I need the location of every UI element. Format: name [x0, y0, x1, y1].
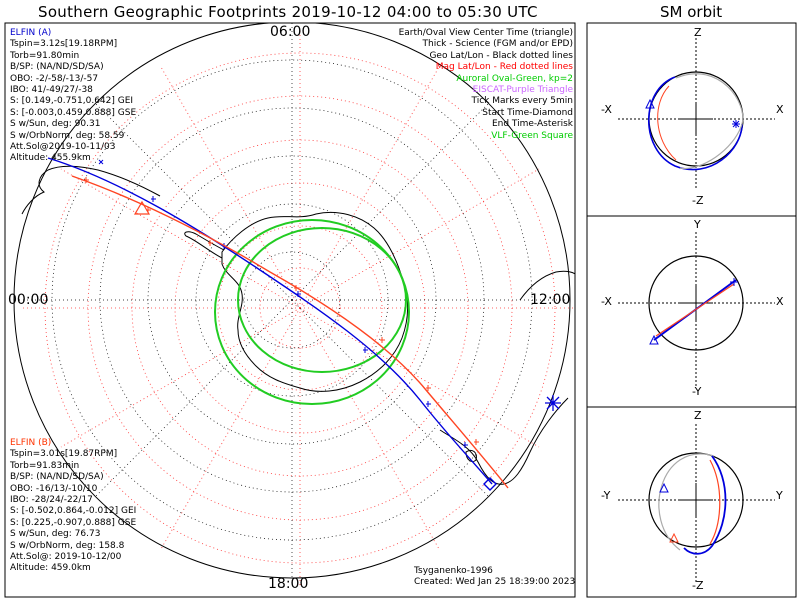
- legend-entry: Auroral Oval-Green, kp=2: [456, 73, 573, 84]
- clock-label-bottom: 18:00: [268, 576, 309, 592]
- created-label: Created: Wed Jan 25 18:39:00 2023: [414, 577, 576, 588]
- africa-coastline: [519, 270, 575, 301]
- orbit-panel-xz: [618, 38, 775, 190]
- auroral-oval-outer: [214, 219, 410, 405]
- elfin-a-info-line: S w/OrbNorm, deg: 58.59: [10, 130, 125, 141]
- legend-entry: Earth/Oval View Center Time (triangle): [398, 28, 573, 38]
- elfin-a-track: [47, 157, 493, 485]
- map-legend: Earth/Oval View Center Time (triangle) Th…: [399, 28, 573, 142]
- orbit-panel-yz-frame: [586, 406, 797, 598]
- clock-label-right: 12:00: [530, 292, 571, 308]
- elfin-b-tick-marks: [84, 177, 479, 445]
- elfin-b-info-line: Torb=91.83min: [10, 460, 80, 471]
- orbit-xz-right-label: X: [776, 103, 784, 116]
- orbit-panel-xy: [618, 232, 775, 386]
- model-label: Tsyganenko-1996: [414, 566, 493, 576]
- orbit-xz-top-label: Z: [694, 26, 702, 39]
- elfin-a-info-line: S: [-0.003,0.459,0.888] GSE: [10, 107, 137, 118]
- elfin-a-info-line: S w/Sun, deg: 90.31: [10, 119, 101, 130]
- orbit-panel-yz: [618, 424, 775, 582]
- australia-coastline: [439, 397, 569, 485]
- elfin-b-info: ELFIN (B) Tspin=3.01s[19.87RPM] Torb=91.8…: [10, 438, 136, 575]
- south-america-coastline: [21, 165, 161, 215]
- elfin-b-info-line: S w/Sun, deg: 76.73: [10, 529, 101, 540]
- orbit-xy-top-label: Y: [694, 218, 701, 231]
- elfin-b-info-line: B/SP: (NA/ND/SD/SA): [10, 472, 104, 483]
- auroral-oval-inner: [237, 227, 407, 373]
- legend-entry: Start Time-Diamond: [482, 107, 573, 118]
- orbit-xz-left-label: -X: [601, 103, 612, 116]
- elfin-a-info-line: Att.Sol@2019-10-11/03: [10, 142, 116, 153]
- elfin-a-info-line: OBO: -2/-58/-13/-57: [10, 73, 99, 84]
- orbit-yz-top-label: Z: [694, 409, 702, 422]
- elfin-b-name: ELFIN (B): [10, 438, 52, 448]
- elfin-b-start-marker: [146, 207, 151, 213]
- elfin-b-info-line: S: [-0.502,0.864,-0.012] GEI: [10, 506, 137, 517]
- map-frame: [4, 22, 576, 598]
- orbit-yz-left-label: -Y: [601, 489, 611, 502]
- elfin-b-info-line: S w/OrbNorm, deg: 158.8: [10, 540, 125, 551]
- legend-entry: End Time-Asterisk: [491, 119, 573, 130]
- orbit-yz-bottom-label: -Z: [692, 579, 704, 592]
- elfin-a-info-line: Tspin=3.12s[19.18RPM]: [10, 39, 118, 50]
- elfin-b-info-line: OBO: -16/13/-10/10: [10, 483, 98, 494]
- elfin-a-info-line: Torb=91.80min: [10, 50, 80, 61]
- elfin-b-info-line: IBO: -28/24/-22/17: [10, 495, 93, 506]
- legend-entry: Tick Marks every 5min: [471, 96, 573, 107]
- elfin-b-info-line: Att.Sol@: 2019-10-12/00: [10, 552, 122, 563]
- orbit-xz-bottom-label: -Z: [692, 194, 704, 207]
- main-title: Southern Geographic Footprints 2019-10-1…: [38, 3, 538, 21]
- elfin-a-info-line: B/SP: (NA/ND/SD/SA): [10, 62, 104, 73]
- legend-entry: EISCAT-Purple Triangle: [472, 85, 573, 96]
- elfin-a-info: ELFIN (A) Tspin=3.12s[19.18RPM] Torb=91.8…: [10, 28, 136, 165]
- footer: Tsyganenko-1996 Created: Wed Jan 25 18:3…: [414, 566, 575, 589]
- elfin-a-name: ELFIN (A): [10, 28, 52, 38]
- elfin-a-end-diamond: [483, 477, 497, 491]
- legend-entry: Geo Lat/Lon - Black dotted lines: [429, 50, 573, 61]
- elfin-a-info-line: Altitude: 455.9km: [10, 153, 91, 164]
- legend-entry: Thick - Science (FGM and/or EPD): [422, 39, 573, 50]
- orbit-xy-right-label: X: [776, 295, 784, 308]
- clock-label-top: 06:00: [270, 24, 311, 40]
- elfin-a-info-line: S: [0.149,-0.751,0.642] GEI: [10, 96, 134, 107]
- elfin-b-track: [71, 175, 509, 489]
- antarctica-coastline: [221, 211, 409, 392]
- tasmania-coastline: [465, 449, 477, 463]
- clock-label-left: 00:00: [8, 292, 49, 308]
- orbit-xy-left-label: -X: [601, 295, 612, 308]
- orbit-yz-right-label: Y: [776, 489, 783, 502]
- elfin-b-info-line: Tspin=3.01s[19.87RPM]: [10, 449, 118, 460]
- earth-globe: [13, 23, 571, 579]
- elfin-b-info-line: Altitude: 459.0km: [10, 563, 91, 574]
- elfin-b-view-triangle: [133, 200, 151, 215]
- elfin-a-tick-marks: [98, 159, 468, 448]
- antarctic-peninsula: [184, 231, 225, 259]
- elfin-a-info-line: IBO: 41/-49/27/-38: [10, 85, 93, 96]
- elfin-b-info-line: S: [0.225,-0.907,0.888] GSE: [10, 517, 137, 528]
- legend-entry: Mag Lat/Lon - Red dotted lines: [435, 62, 573, 73]
- orbit-xy-bottom-label: -Y: [692, 385, 702, 398]
- legend-entry: VLF-Green Square: [491, 130, 573, 141]
- geo-lon-grid: [14, 23, 570, 578]
- orbit-title: SM orbit: [660, 3, 723, 21]
- elfin-a-end-asterisk: [545, 395, 561, 411]
